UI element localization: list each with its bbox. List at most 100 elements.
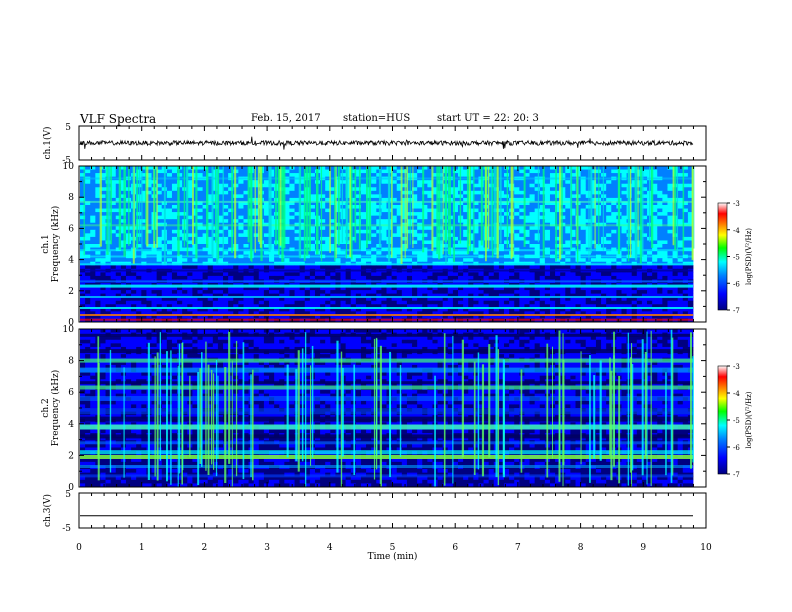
ch1-spectrogram-cell xyxy=(299,286,306,291)
ch1-spectrogram-cell xyxy=(187,215,193,220)
ch1-spectrogram-cell xyxy=(238,244,244,248)
ch1-spectrogram-cell xyxy=(524,226,530,231)
ch1-spectrogram-cell xyxy=(432,201,438,206)
ch1-spectrogram-cell xyxy=(274,311,280,316)
ch1-spectrogram-cell xyxy=(299,190,306,195)
ch1-spectrogram-cell xyxy=(406,201,413,206)
ch1-spectrogram-cell xyxy=(544,233,551,238)
ch1-spectrogram-cell xyxy=(110,304,117,309)
ch1-spectrogram-cell xyxy=(85,300,91,305)
ch1-spectrogram-cell xyxy=(565,194,571,199)
ch1-spectrogram-cell xyxy=(345,300,352,305)
ch1-spectrogram-cell xyxy=(284,304,290,309)
ch1-spectrogram-cell xyxy=(115,307,122,312)
ch1-spectrogram-cell xyxy=(217,265,224,270)
ch1-spectrogram-cell xyxy=(223,304,229,309)
ch1-spectrogram-cell xyxy=(253,307,260,312)
ch1-spectrogram-cell xyxy=(590,272,597,277)
ch1-spectrogram-cell xyxy=(269,219,275,224)
ch1-spectrogram-cell xyxy=(534,272,541,277)
ch1-spectrogram-cell xyxy=(452,219,459,224)
ch1-spectrogram-cell xyxy=(544,297,551,302)
ch1-spectrogram-cell xyxy=(549,212,556,217)
ch1-spectrogram-cell xyxy=(309,183,316,188)
ch1-spectrogram-cell xyxy=(335,286,341,291)
ch1-spectrogram-cell xyxy=(187,293,193,298)
ch1-spectrogram-cell xyxy=(468,187,474,192)
ch1-spectrogram-cell xyxy=(309,240,316,245)
ch1-spectrogram-cell xyxy=(299,197,306,202)
ch1-spectrogram-cell xyxy=(166,290,173,295)
ch1-spectrogram-cell xyxy=(534,286,541,291)
ch1-spectrogram-cell xyxy=(238,272,244,277)
ch1-spectrogram-cell xyxy=(631,272,638,277)
ch1-spectrogram-cell xyxy=(601,290,607,295)
ch1-spectrogram-cell xyxy=(458,297,464,302)
ch1-spectrogram-cell xyxy=(580,304,587,309)
ch1-spectrogram-cell xyxy=(401,233,408,238)
ch1-spectrogram-cell xyxy=(146,205,152,209)
ch1-spectrogram-cell xyxy=(360,208,367,213)
ch1-spectrogram-cell xyxy=(345,215,352,220)
ch1-spectrogram-cell xyxy=(570,297,576,302)
ch1-spectrogram-cell xyxy=(187,169,193,174)
ch1-spectrogram-cell xyxy=(238,304,244,309)
ch1-spectrogram-cell xyxy=(463,229,469,234)
ch1-spectrogram-cell xyxy=(177,290,183,295)
ch1-spectrogram-cell xyxy=(422,183,428,188)
ch1-spectrogram-cell xyxy=(371,300,377,305)
ch1-spectrogram-cell xyxy=(514,300,520,305)
ch1-spectrogram-cell xyxy=(601,251,607,256)
ch1-spectrogram-cell xyxy=(340,166,347,170)
ch1-spectrogram-cell xyxy=(217,251,224,256)
ch1-spectrogram-cell xyxy=(187,307,193,312)
ch1-spectrogram-cell xyxy=(136,293,142,298)
ch1-spectrogram-cell xyxy=(514,226,520,231)
ch1-spectrogram-cell xyxy=(335,258,341,263)
ch1-spectrogram-cell xyxy=(284,194,290,199)
ch1-spectrogram-cell xyxy=(514,183,520,188)
ch1-spectrogram-cell xyxy=(80,229,86,234)
ch1-spectrogram-cell xyxy=(243,311,249,316)
ch1-spectrogram-cell xyxy=(667,258,673,263)
ch1-spectrogram-cell xyxy=(228,180,234,185)
ch1-spectrogram-cell xyxy=(309,233,316,238)
ch1-spectrogram-cell xyxy=(289,265,295,270)
ch1-spectrogram-cell xyxy=(299,180,306,185)
ch1-spectrogram-cell xyxy=(544,293,551,298)
ch1-spectrogram-cell xyxy=(355,272,362,277)
ch1-spectrogram-cell xyxy=(223,275,229,280)
ch1-spectrogram-cell xyxy=(631,236,638,241)
ch1-spectrogram-cell xyxy=(509,293,515,298)
ch1-spectrogram-cell xyxy=(350,244,357,248)
ch1-spectrogram-cell xyxy=(253,258,260,263)
ch1-spectrogram-cell xyxy=(187,180,193,185)
ch1-spectrogram-cell xyxy=(228,258,234,263)
ch1-spectrogram-cell xyxy=(171,304,178,309)
ch1-spectrogram-cell xyxy=(85,272,91,277)
ch1-spectrogram-cell xyxy=(340,173,347,178)
ch1-spectrogram-cell xyxy=(381,173,387,178)
ch1-spectrogram-cell xyxy=(350,265,357,270)
ch1-spectrogram-cell xyxy=(284,272,290,277)
ch1-spectrogram-cell xyxy=(539,293,546,298)
ch1-spectrogram-cell xyxy=(284,229,290,234)
ch1-spectrogram-cell xyxy=(641,212,648,217)
ch1-spectrogram-cell xyxy=(463,300,469,305)
ch1-spectrogram-cell xyxy=(100,265,106,270)
ch1-spectrogram-cell xyxy=(263,304,270,309)
ch1-spectrogram-cell xyxy=(95,208,101,213)
ch1-spectrogram-cell xyxy=(386,286,393,291)
ch1-spectrogram-cell xyxy=(325,307,331,312)
ch1-spectrogram-cell xyxy=(330,173,336,178)
ch1-spectrogram-cell xyxy=(304,300,311,305)
ch1-spectrogram-cell xyxy=(519,304,525,309)
ch1-spectrogram-cell xyxy=(611,201,617,206)
ch1-spectrogram-cell xyxy=(437,194,444,199)
ch1-spectrogram-cell xyxy=(677,205,684,209)
ch1-spectrogram-cell xyxy=(314,311,321,316)
ch1-spectrogram-cell xyxy=(667,300,673,305)
ch1-spectrogram-cell xyxy=(667,180,673,185)
ch1-spectrogram-cell xyxy=(652,180,658,185)
ch1-spectrogram-cell xyxy=(621,307,627,312)
